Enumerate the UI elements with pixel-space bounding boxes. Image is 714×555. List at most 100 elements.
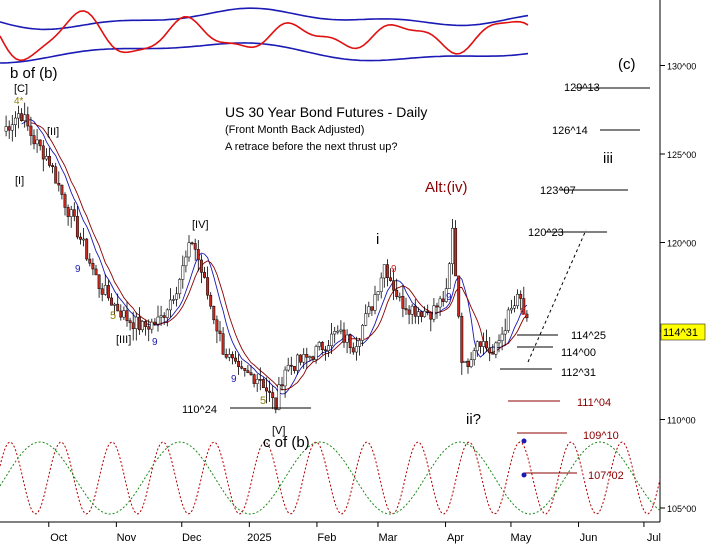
projection-line [527, 229, 587, 363]
y-tick-label: 110^00 [667, 416, 696, 426]
candle-body [252, 374, 256, 384]
candle-body [261, 379, 265, 389]
wave-label-iii: iii [603, 150, 613, 167]
candle-body [113, 303, 117, 306]
candle-body [82, 238, 86, 241]
candle-body [215, 319, 219, 332]
candle-body [44, 156, 48, 160]
candle-body [364, 313, 368, 326]
candle-body [79, 236, 82, 240]
candle-body [506, 309, 510, 331]
candle-body [354, 346, 358, 353]
candle-body [134, 316, 138, 330]
candle-body [153, 321, 157, 325]
candle-body [187, 242, 191, 258]
candle-body [382, 264, 386, 279]
level-label: 114^00 [561, 347, 596, 359]
candle-body [20, 113, 24, 121]
candle-body [305, 354, 309, 358]
candle-body [432, 305, 436, 320]
level-label: 109^10 [583, 430, 619, 442]
candle-body [94, 268, 98, 276]
candle-body [271, 392, 275, 399]
candle-body [224, 354, 228, 358]
candle-body [451, 227, 454, 265]
candle-body [503, 330, 507, 335]
candle-body [516, 293, 520, 307]
level-label: 112^31 [561, 367, 596, 379]
chart-subtitle: (Front Month Back Adjusted) [225, 124, 364, 136]
candle-body [336, 330, 340, 333]
candle-body [265, 387, 268, 392]
candle-body [333, 331, 337, 335]
candle-body [246, 370, 250, 374]
level-marker-dot [521, 438, 527, 444]
candle-body [398, 296, 402, 298]
candle-body [69, 209, 73, 217]
candle-body [423, 310, 427, 317]
wave-label-ii: ii? [466, 411, 481, 428]
candle-body [168, 299, 172, 311]
candle-body [351, 347, 355, 353]
candle-body [4, 126, 8, 132]
candle-body [190, 242, 194, 244]
wave-label-IV: [IV] [192, 219, 209, 231]
candle-body [268, 390, 272, 393]
candle-body [10, 124, 14, 131]
candle-body [103, 285, 107, 295]
candle-body [441, 298, 445, 302]
candle-body [277, 384, 281, 410]
candle-body [376, 291, 380, 295]
candle-body [23, 114, 27, 121]
wave-label-4star: 4* [14, 96, 24, 107]
candle-body [379, 277, 383, 292]
level-label: 120^23 [528, 227, 564, 239]
wave-label-V: [V] [272, 425, 285, 437]
candle-body [348, 334, 352, 349]
candle-body [314, 346, 318, 360]
x-tick-label: Apr [447, 532, 464, 544]
y-tick-label: 120^00 [667, 239, 696, 249]
candle-body [289, 364, 293, 367]
candle-body [51, 165, 55, 168]
upper-band-line [0, 7, 529, 31]
level-label: 126^14 [552, 125, 588, 137]
candle-body [237, 360, 241, 367]
candle-body [292, 365, 296, 371]
candle-body [522, 298, 526, 315]
candle-body [401, 296, 405, 309]
candle-body [97, 274, 101, 289]
candle-body [196, 249, 200, 261]
x-tick-label: Dec [182, 532, 202, 544]
count-label: 9 [152, 337, 158, 348]
level-label: 107^02 [588, 470, 624, 482]
candle-body [385, 264, 389, 278]
candle-body [327, 345, 330, 351]
candle-body [478, 341, 482, 347]
candle-body [435, 305, 439, 308]
candle-body [472, 350, 476, 360]
cycle-short-line [0, 441, 661, 515]
candle-body [85, 238, 89, 260]
count-label: 9 [446, 292, 452, 303]
candle-body [106, 285, 110, 299]
candle-body [311, 356, 315, 360]
candle-body [41, 145, 45, 160]
candle-body [392, 280, 396, 291]
candle-body [156, 316, 160, 325]
candle-body [482, 341, 485, 347]
candle-body [60, 184, 64, 195]
candle-body [240, 366, 244, 369]
candle-body [48, 156, 51, 166]
candle-body [513, 305, 516, 309]
count-label: 6 [520, 306, 526, 318]
candle-body [221, 333, 225, 355]
candle-body [345, 334, 349, 343]
candlesticks [4, 102, 529, 414]
candle-body [150, 321, 154, 330]
candle-body [463, 360, 467, 363]
candle-body [323, 349, 327, 351]
candle-body [184, 256, 188, 267]
